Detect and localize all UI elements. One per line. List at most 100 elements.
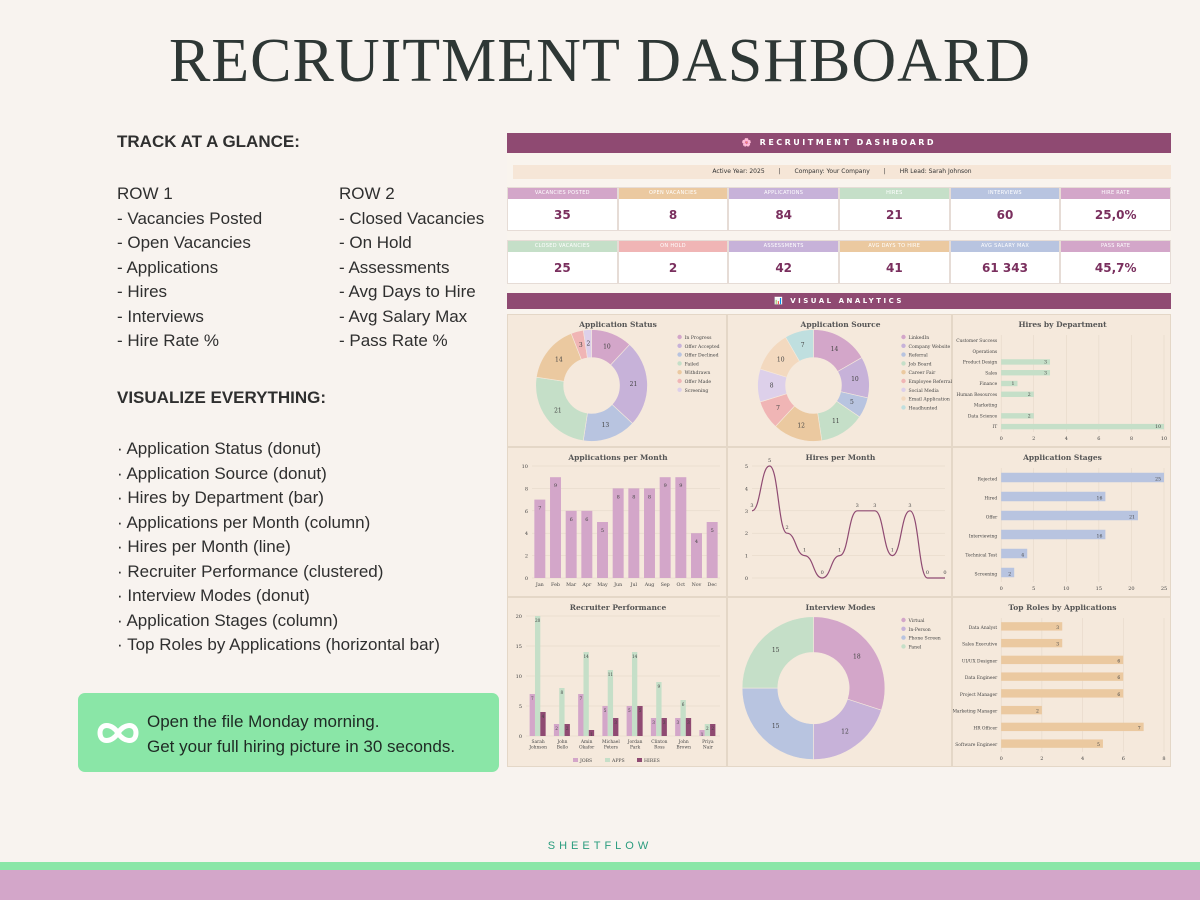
category-label: Johnson: [528, 746, 547, 751]
bar: [553, 724, 560, 736]
legend-label: Job Board: [908, 361, 932, 367]
category-label: Clinton: [651, 740, 667, 745]
point-label: 1: [803, 548, 806, 554]
bar: [1001, 529, 1106, 540]
bar-value: 3: [1044, 360, 1047, 366]
legend-label: Headhunted: [909, 405, 938, 411]
legend-label: JOBS: [579, 758, 592, 764]
row2-title: ROW 2: [339, 184, 395, 203]
bar-value: 9: [554, 483, 557, 489]
bar-value: 7: [579, 696, 582, 701]
slice-label: 7: [776, 405, 780, 412]
bar-value: 25: [1155, 476, 1161, 482]
footer-band-purple: [0, 870, 1200, 900]
bar-value: 2: [555, 726, 558, 731]
category-label: Sales: [985, 371, 998, 376]
tick-label: 0: [1000, 756, 1003, 762]
donut-slice: [535, 376, 588, 442]
kpi-label: HIRES: [840, 188, 949, 199]
bar: [1001, 472, 1164, 483]
bar-value: 2: [1036, 709, 1039, 715]
tick-label: 10: [1063, 586, 1069, 592]
bar-value: 8: [648, 494, 651, 500]
bar: [581, 510, 593, 578]
row1-title: ROW 1: [117, 184, 173, 203]
category-label: Screening: [975, 572, 998, 577]
brand-name: SHEETFLOW: [547, 840, 653, 852]
bar-value: 6: [1117, 658, 1120, 664]
kpi-card: CLOSED VACANCIES 25: [507, 240, 618, 284]
category-label: Product Design: [963, 361, 998, 366]
list-item: · Applications per Month (column): [117, 512, 371, 532]
tick-label: 4: [745, 486, 748, 492]
category-label: Amin: [580, 740, 593, 745]
kpi-card: AVG SALARY MAX 61 343: [949, 240, 1061, 284]
bar: [564, 724, 570, 736]
bar: [1001, 622, 1063, 631]
row2-column: ROW 2 - Closed Vacancies - On Hold - Ass…: [339, 182, 484, 354]
kpi-value: 41: [886, 261, 903, 275]
kpi-label: AVG DAYS TO HIRE: [840, 241, 949, 252]
legend-label: Company Website: [909, 344, 951, 350]
category-label: Data Science: [968, 414, 998, 419]
legend-swatch: [677, 378, 682, 384]
category-label: Finance: [979, 382, 997, 387]
category-label: Mar: [566, 582, 577, 588]
list-item: - Applications: [117, 257, 219, 277]
bar-value: 9: [679, 483, 682, 489]
category-label: Peters: [604, 746, 619, 751]
legend-label: APPS: [611, 758, 625, 764]
tick-label: 0: [745, 576, 748, 582]
bar: [650, 718, 657, 736]
bar-value: 6: [585, 517, 588, 523]
chart-recruiters: Recruiter Performance051015207204SarahJo…: [516, 603, 720, 764]
bar: [597, 522, 608, 578]
chart-roles: Top Roles by Applications 0 2 4 6 8 3 Data Anal…: [953, 603, 1166, 762]
point-label: 0: [943, 570, 946, 576]
bar-value: 2: [706, 726, 709, 731]
kpi-value: 60: [996, 208, 1014, 222]
bar-value: 14: [583, 654, 589, 659]
category-label: Offer: [986, 515, 998, 520]
slice-label: 12: [841, 728, 849, 735]
dashboard-preview: 🌸 RECRUITMENT DASHBOARD Active Year: 202…: [507, 133, 1172, 767]
bar: [644, 488, 655, 578]
category-label: Priya: [702, 740, 714, 745]
chart-title: Hires per Month: [806, 453, 876, 462]
bar-value: 8: [632, 494, 635, 500]
list-item: - Interviews: [117, 306, 204, 326]
bar-value: 4: [695, 539, 698, 545]
category-label: Marketing Manager: [953, 710, 998, 715]
tick-label: 15: [1096, 586, 1102, 592]
bar: [550, 477, 561, 578]
tick-label: 4: [525, 531, 528, 537]
bar: [675, 718, 681, 736]
chart-title: Interview Modes: [806, 603, 876, 612]
kpi-label: OPEN VACANCIES: [618, 188, 728, 199]
slice-label: 14: [555, 356, 563, 363]
legend-swatch: [677, 334, 682, 340]
cta-box: Open the file Monday morning. Get your f…: [78, 693, 499, 772]
slice-label: 13: [602, 422, 610, 429]
category-label: Apr: [581, 582, 592, 588]
chart-panel-recruiters: Recruiter Performance 0 5 10 15 20 7 20 4 Sarah Jo…: [507, 597, 727, 767]
chart-panel-monthly_hires: Hires per Month 0 1 2 3 4 5 3 5 2 1 0 1 3 3 1 3 0 0: [727, 447, 952, 597]
tick-label: 6: [1097, 436, 1100, 442]
kpi-label: AVG SALARY MAX: [950, 241, 1060, 252]
donut-slice: [785, 329, 814, 362]
bar: [1001, 722, 1144, 732]
bar: [602, 706, 608, 736]
tick-label: 15: [516, 644, 522, 650]
kpi-label: ON HOLD: [618, 241, 728, 252]
tick-label: 1: [745, 554, 748, 560]
tick-label: 6: [1122, 756, 1125, 762]
bar-value: 16: [1097, 533, 1103, 539]
kpi-value: 8: [668, 208, 678, 222]
legend-swatch: [677, 343, 682, 348]
donut-slice: [813, 616, 886, 711]
category-label: Sep: [661, 582, 670, 588]
tick-label: 10: [516, 674, 522, 680]
bar-value: 1: [701, 732, 704, 737]
chart-source: Application Source 14 10 5 11 12 7 8 10 7 LinkedIn…: [757, 320, 953, 442]
